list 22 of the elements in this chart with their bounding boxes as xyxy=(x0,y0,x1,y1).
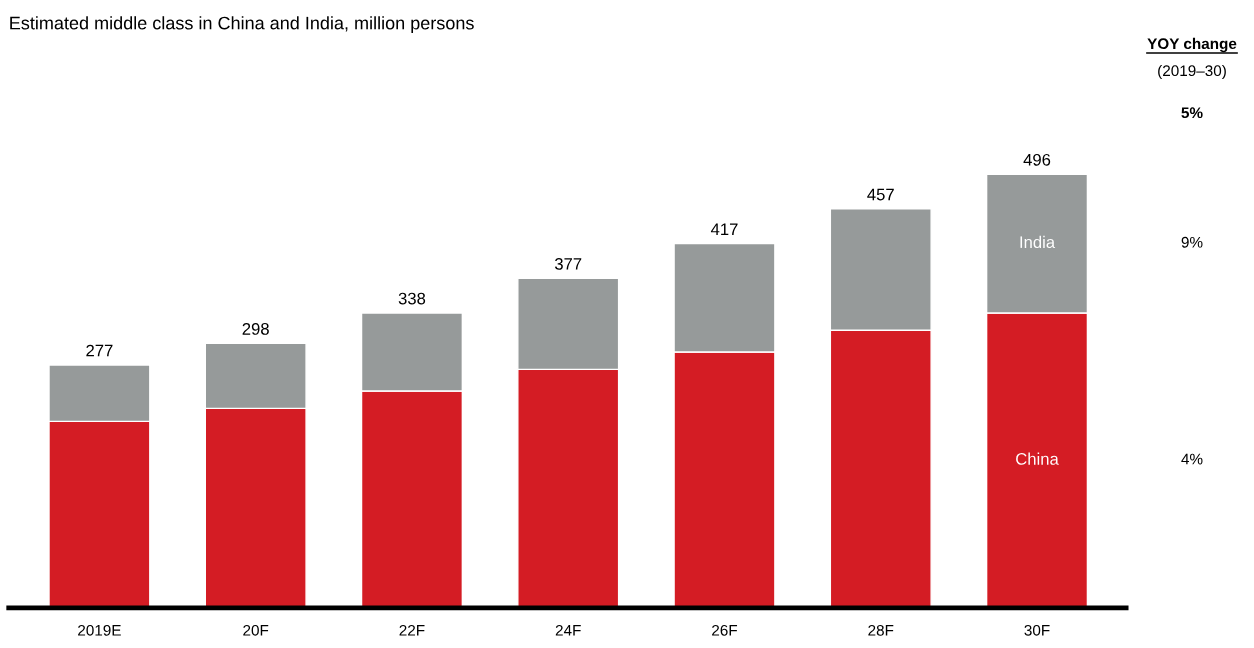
annotation: 338 xyxy=(398,292,426,305)
annotation: 457 xyxy=(867,188,894,201)
x-tick-label: 24F xyxy=(555,624,581,636)
annotation: 298 xyxy=(242,323,269,335)
text: 4% xyxy=(1181,453,1203,465)
text: 5% xyxy=(1181,107,1203,119)
x-tick-label: 28F xyxy=(868,624,894,636)
x-tick-label: 30F xyxy=(1024,624,1050,636)
annotation: 277 xyxy=(86,344,113,357)
text: 9% xyxy=(1181,236,1203,248)
series-label: India xyxy=(1020,235,1056,249)
x-tick-label: 22F xyxy=(399,624,425,636)
x-tick-label: 26F xyxy=(712,624,738,636)
text: (2019–30) xyxy=(1158,64,1226,80)
x-tick-label: 20F xyxy=(243,624,269,636)
x-tick-label: 2019E xyxy=(78,624,121,636)
annotation: 417 xyxy=(710,223,738,235)
chart-title: Estimated middle class in China and India, million persons xyxy=(10,16,474,34)
text: YOY change xyxy=(1147,37,1237,53)
annotation: 377 xyxy=(554,257,582,270)
series-label: China xyxy=(1016,452,1059,465)
annotation: 496 xyxy=(1023,153,1051,166)
